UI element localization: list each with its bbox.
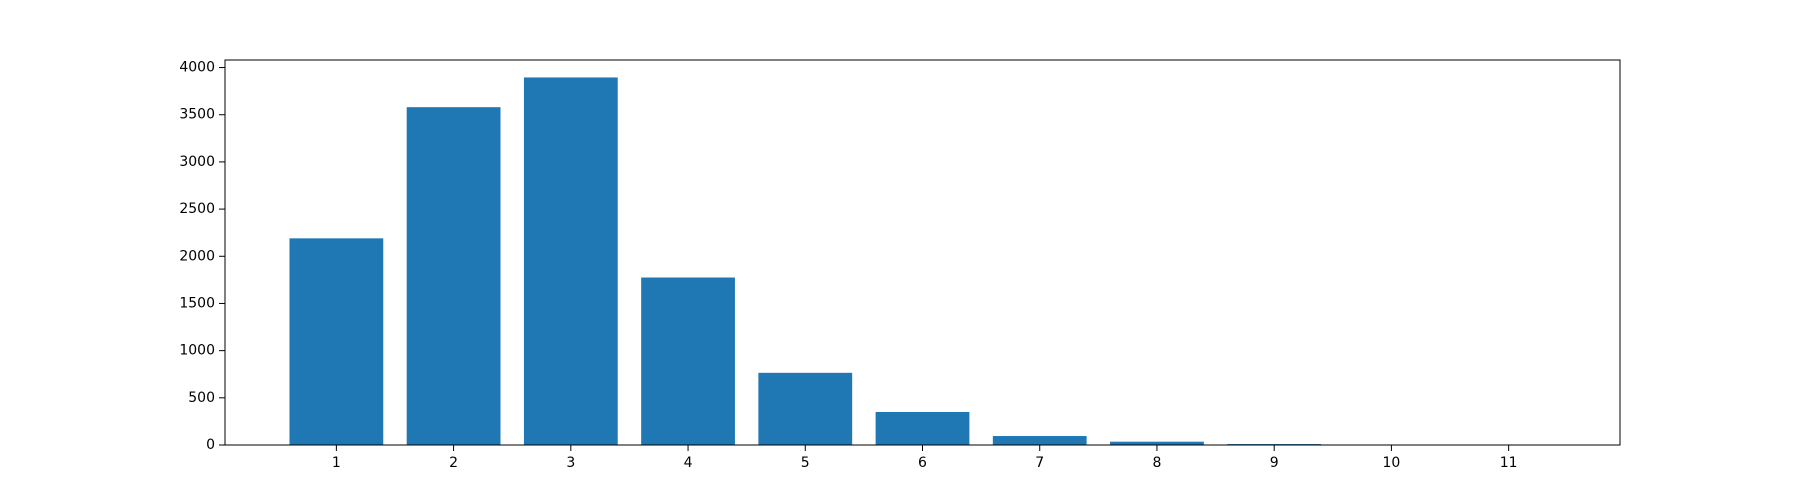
x-tick-label: 7 [1035,455,1044,471]
x-tick-label: 8 [1152,455,1161,471]
y-tick-label: 500 [188,390,215,406]
bar-4 [641,277,735,445]
y-tick-label: 1500 [179,295,215,311]
y-tick-label: 1000 [179,343,215,359]
y-tick-label: 4000 [179,60,215,76]
x-tick-label: 3 [566,455,575,471]
x-tick-label: 6 [918,455,927,471]
x-tick-label: 2 [449,455,458,471]
bar-5 [758,372,853,445]
y-tick-label: 3500 [179,107,215,123]
x-tick-label: 5 [801,455,810,471]
y-axis: 0 500 1000 1500 2000 2500 3000 3500 4000 [179,60,225,453]
x-axis: 1 2 3 4 5 6 7 8 9 10 11 [332,445,1518,471]
y-tick-label: 2500 [179,201,215,217]
x-tick-label: 1 [332,455,341,471]
x-tick-label: 10 [1382,455,1400,471]
bar-2 [406,107,501,446]
bar-3 [523,77,618,446]
bar-7 [992,436,1087,445]
x-tick-label: 4 [684,455,693,471]
bar-8 [1110,441,1204,445]
y-tick-label: 2000 [179,248,215,264]
bar-1 [289,238,384,445]
y-tick-label: 0 [206,437,215,453]
y-tick-label: 3000 [179,154,215,170]
bars-group [289,77,1556,446]
x-tick-label: 11 [1500,455,1518,471]
bar-6 [875,411,970,445]
x-tick-label: 9 [1270,455,1279,471]
